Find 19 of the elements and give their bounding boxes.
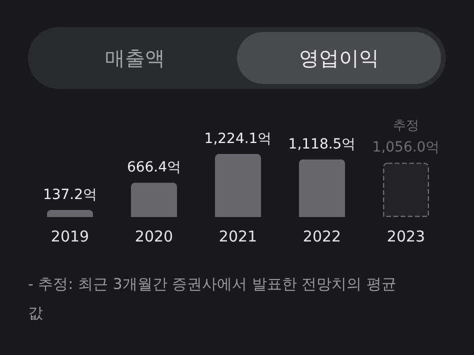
- x-tick-label: 2022: [302, 228, 342, 246]
- data-label: 1,056.0억: [372, 140, 440, 156]
- data-label: 1,224.1억: [204, 131, 272, 148]
- bar: [383, 162, 429, 217]
- text: 추정: [393, 118, 419, 134]
- bar: [131, 182, 177, 217]
- bar: [299, 159, 345, 217]
- data-label: 666.4억: [126, 160, 182, 176]
- data-label: 137.2억: [42, 186, 98, 203]
- bar: [47, 210, 93, 217]
- text: 영업이익: [237, 32, 441, 84]
- data-label: 1,118.5억: [288, 136, 356, 152]
- x-tick-label: 2019: [50, 228, 90, 246]
- bar: [215, 154, 261, 217]
- text: - 추정: 최근 3개월간 증권사에서 발표한 전망치의 평균값: [28, 274, 398, 324]
- text: 매출액: [104, 44, 166, 72]
- x-tick-label: 2023: [386, 228, 426, 246]
- x-tick-label: 2021: [218, 228, 258, 246]
- x-tick-label: 2020: [134, 228, 174, 246]
